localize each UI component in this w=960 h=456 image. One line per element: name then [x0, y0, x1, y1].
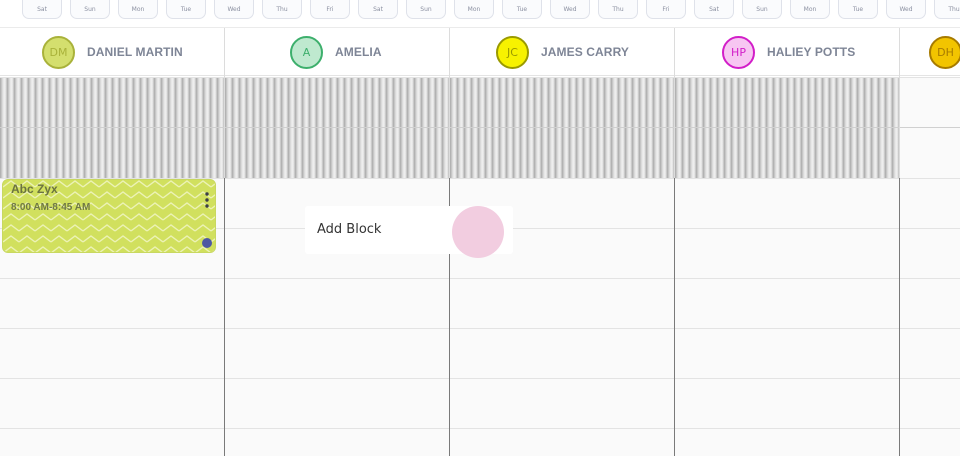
avatar: JC [496, 35, 529, 69]
day-pill[interactable]: Sun [406, 0, 446, 19]
avatar: A [290, 35, 323, 69]
status-dot [202, 238, 212, 248]
add-block-label: Add Block [317, 222, 382, 237]
column-divider [224, 178, 225, 456]
day-pill[interactable]: Thu [598, 0, 638, 19]
day-pill[interactable]: Sun [70, 0, 110, 19]
day-pill[interactable]: Sat [22, 0, 62, 19]
day-pill[interactable]: Tue [502, 0, 542, 19]
time-slot-divider [0, 178, 960, 179]
time-slot-divider [0, 278, 960, 279]
staff-name: HALIEY POTTS [767, 45, 856, 59]
day-pill[interactable]: Wed [886, 0, 926, 19]
day-pill[interactable]: Tue [166, 0, 206, 19]
appointment-card[interactable]: Abc Zyx 8:00 AM-8:45 AM [2, 179, 216, 253]
appointment-title: Abc Zyx [11, 182, 58, 196]
staff-column-header[interactable]: DM DANIEL MARTIN [42, 28, 183, 76]
staff-name: DANIEL MARTIN [87, 45, 183, 59]
staff-name: AMELIA [335, 45, 382, 59]
column-divider [899, 178, 900, 456]
day-pill[interactable]: Thu [934, 0, 960, 19]
day-pill[interactable]: Sun [742, 0, 782, 19]
schedule-grid [0, 28, 960, 456]
staff-name: JAMES CARRY [541, 45, 630, 59]
column-divider [674, 178, 675, 456]
day-pill[interactable]: Thu [262, 0, 302, 19]
staff-column-header[interactable]: JC JAMES CARRY [496, 28, 629, 76]
time-slot-divider [0, 328, 960, 329]
avatar: HP [722, 35, 755, 69]
day-pill[interactable]: Wed [214, 0, 254, 19]
avatar: DH [929, 35, 960, 69]
ripple-indicator [452, 206, 504, 258]
staff-column-header[interactable]: HP HALIEY POTTS [722, 28, 855, 76]
staff-column-header[interactable]: DH [929, 28, 960, 76]
day-pill[interactable]: Mon [790, 0, 830, 19]
avatar: DM [42, 35, 75, 69]
appointment-time: 8:00 AM-8:45 AM [11, 202, 91, 213]
day-strip: Sat Sun Mon Tue Wed Thu Fri Sat Sun Mon … [0, 0, 960, 28]
day-pill[interactable]: Tue [838, 0, 878, 19]
day-pill[interactable]: Fri [646, 0, 686, 19]
column-divider [449, 178, 450, 456]
day-pill[interactable]: Sat [358, 0, 398, 19]
staff-header: DM DANIEL MARTIN A AMELIA JC JAMES CARRY… [0, 28, 960, 76]
day-pill[interactable]: Mon [454, 0, 494, 19]
day-pill[interactable]: Sat [694, 0, 734, 19]
zigzag-pattern [3, 180, 215, 252]
day-pill[interactable]: Fri [310, 0, 350, 19]
time-slot-divider [0, 77, 960, 78]
time-slot-divider [0, 428, 960, 429]
time-slot-divider [0, 127, 960, 128]
staff-column-header[interactable]: A AMELIA [290, 28, 382, 76]
day-pill[interactable]: Mon [118, 0, 158, 19]
add-block-button[interactable]: Add Block [305, 206, 513, 258]
day-pill[interactable]: Wed [550, 0, 590, 19]
time-slot-divider [0, 378, 960, 379]
more-vertical-icon[interactable] [203, 191, 211, 209]
